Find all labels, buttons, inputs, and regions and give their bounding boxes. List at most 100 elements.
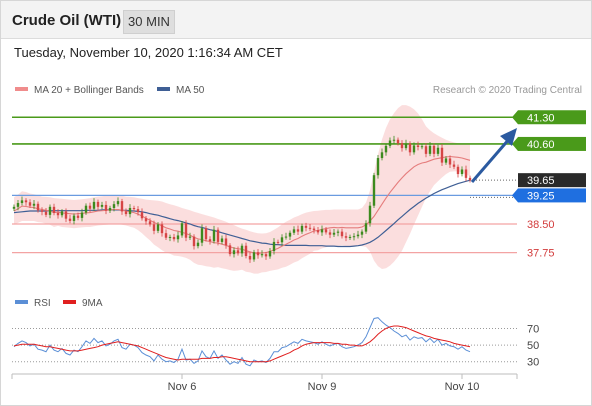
candle-body [300, 225, 304, 232]
candle-body [200, 228, 204, 243]
candle-body [224, 238, 228, 246]
instrument-title: Crude Oil (WTI) [12, 12, 122, 29]
candle-body [56, 212, 60, 216]
rsi-level-label: 50 [527, 340, 539, 352]
candle-body [448, 158, 452, 165]
candle-body [428, 145, 432, 154]
candle-body [432, 145, 436, 154]
bollinger-band-area [14, 105, 470, 274]
ma20-legend-swatch [15, 87, 28, 91]
candle-body [284, 236, 288, 238]
candle-body [28, 202, 32, 206]
rsi-level-label: 70 [527, 323, 539, 335]
candle-body [168, 236, 172, 238]
candle-body [412, 145, 416, 153]
candle-body [40, 210, 44, 212]
level-label-box [518, 173, 586, 188]
candle-body [456, 166, 460, 175]
price-level-labels: 41.30 40.60 39.65 39.25 38.50 37.75 [512, 110, 586, 260]
candle-body [256, 252, 260, 256]
x-axis-label: Nov 9 [308, 381, 337, 393]
candle-body [20, 200, 24, 204]
candle-body [376, 158, 380, 176]
candle-body [44, 211, 48, 215]
candle-body [128, 207, 132, 215]
candle-body [96, 201, 100, 207]
candle-body [104, 204, 108, 211]
ma20-legend-label: MA 20 + Bollinger Bands [34, 85, 144, 96]
ma50-legend-swatch [157, 87, 170, 91]
candle-body [204, 228, 208, 240]
candle-body [144, 218, 148, 222]
candle-body [292, 229, 296, 233]
candle-body [156, 224, 160, 231]
candle-body [468, 177, 472, 181]
candle-body [196, 242, 200, 247]
candle-body [60, 211, 64, 216]
candle-body [340, 231, 344, 237]
chart-header: Crude Oil (WTI) 30 MIN [1, 1, 591, 39]
candle-body [240, 245, 244, 254]
level-label-last: 39.65 [527, 175, 555, 187]
candle-body [76, 215, 80, 218]
level-label-resistance: 40.60 [527, 139, 555, 151]
ma50-legend-label: MA 50 [176, 85, 205, 96]
candle-body [308, 227, 312, 229]
candle-body [368, 205, 372, 224]
rsi-ma9-line [13, 325, 471, 363]
candle-body [232, 250, 236, 255]
candle-body [336, 231, 340, 233]
candle-body [420, 146, 424, 148]
rsi-legend-label: RSI [34, 298, 51, 309]
candle-body [360, 231, 364, 235]
timestamp: Tuesday, November 10, 2020 1:16:34 AM CE… [14, 45, 283, 60]
candle-body [236, 250, 240, 254]
candle-body [364, 223, 368, 232]
x-axis-labels: Nov 6 Nov 9 Nov 10 [11, 374, 518, 393]
candle-body [12, 206, 16, 209]
candle-body [320, 229, 324, 233]
candle-body [348, 236, 352, 238]
level-label-pointer [512, 188, 518, 203]
level-label-pivot: 39.25 [527, 190, 555, 202]
candle-body [48, 206, 52, 215]
candle-body [192, 236, 196, 247]
candle-body [436, 147, 440, 154]
candle-body [152, 224, 156, 231]
candle-body [328, 232, 332, 235]
x-axis-label: Nov 6 [168, 381, 197, 393]
candle-body [332, 232, 336, 235]
level-label-pointer [512, 110, 518, 125]
candle-body [124, 211, 128, 215]
ma9-legend-swatch [63, 300, 76, 304]
x-axis-label: Nov 10 [445, 381, 480, 393]
level-label-support: 37.75 [527, 248, 555, 260]
candlesticks [12, 135, 472, 263]
candle-body [460, 169, 464, 175]
candle-body [356, 234, 360, 237]
level-label-box [518, 136, 586, 151]
level-label-support: 38.50 [527, 219, 555, 231]
candle-body [148, 221, 152, 225]
rsi-line [13, 317, 471, 367]
candle-body [112, 204, 116, 208]
candle-body [208, 239, 212, 242]
candle-body [260, 254, 264, 256]
level-label-box [518, 188, 586, 203]
level-label-box [518, 110, 586, 125]
candle-body [384, 145, 388, 153]
candle-body [464, 169, 468, 178]
candle-body [36, 203, 40, 211]
timeframe-badge[interactable]: 30 MIN [123, 10, 175, 34]
candle-body [440, 147, 444, 163]
candle-body [212, 229, 216, 242]
candle-body [52, 206, 56, 213]
rsi-panel: 70 50 30 [12, 317, 539, 369]
candle-body [116, 201, 120, 205]
level-label-resistance: 41.30 [527, 112, 555, 124]
candle-body [268, 251, 272, 257]
candle-body [404, 143, 408, 149]
candle-body [176, 235, 180, 240]
rsi-legend-swatch [15, 300, 28, 304]
